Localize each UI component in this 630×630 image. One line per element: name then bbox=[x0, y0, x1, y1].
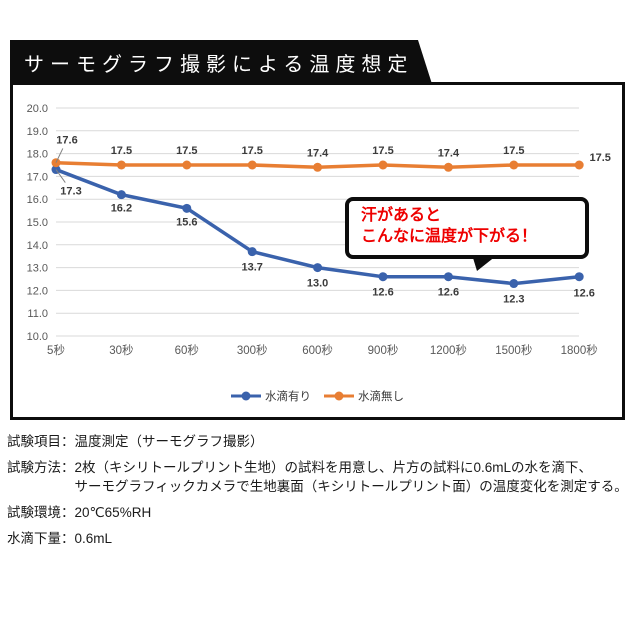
svg-text:30秒: 30秒 bbox=[109, 343, 133, 357]
data-point bbox=[116, 160, 126, 170]
data-label: 17.5 bbox=[111, 145, 132, 157]
svg-text:14.0: 14.0 bbox=[27, 240, 48, 252]
svg-text:19.0: 19.0 bbox=[27, 126, 48, 138]
series-1 bbox=[51, 158, 584, 172]
data-point bbox=[247, 160, 257, 170]
svg-text:1800秒: 1800秒 bbox=[561, 343, 598, 357]
info-method-line-2: サーモグラフィックカメラで生地裏面（キシリトールプリント面）の温度変化を測定する… bbox=[74, 479, 628, 494]
data-point bbox=[574, 272, 584, 282]
title-banner: サーモグラフ撮影による温度想定 bbox=[10, 40, 432, 84]
svg-text:900秒: 900秒 bbox=[368, 343, 399, 357]
legend-dot bbox=[241, 391, 251, 401]
legend-label: 水滴有り bbox=[265, 389, 311, 403]
data-point bbox=[247, 247, 257, 257]
info-value: 温度測定（サーモグラフ撮影） bbox=[74, 434, 264, 449]
info-row-drop-amount: 水滴下量： 0.6mL bbox=[7, 529, 625, 548]
svg-text:5秒: 5秒 bbox=[47, 343, 65, 357]
data-label: 17.5 bbox=[503, 145, 524, 157]
data-point bbox=[182, 203, 192, 213]
page-title: サーモグラフ撮影による温度想定 bbox=[24, 53, 414, 76]
data-labels-0: 17.3 16.2 15.6 13.7 13.0 12.6 12.6 12.3 12.6 bbox=[60, 186, 595, 306]
info-value: 2枚（キシリトールプリント生地）の試料を用意し、片方の試料に0.6mLの水を滴下… bbox=[75, 458, 628, 496]
data-point bbox=[313, 162, 323, 172]
info-row-method: 試験方法： 2枚（キシリトールプリント生地）の試料を用意し、片方の試料に0.6m… bbox=[7, 458, 628, 496]
info-label: 試験方法： bbox=[7, 460, 75, 475]
svg-text:20.0: 20.0 bbox=[27, 103, 48, 115]
data-label: 12.6 bbox=[438, 287, 459, 299]
info-row-item: 試験項目： 温度測定（サーモグラフ撮影） bbox=[7, 432, 625, 451]
test-conditions: 試験項目： 温度測定（サーモグラフ撮影） 試験方法： 2枚（キシリトールプリント… bbox=[7, 432, 628, 555]
data-label: 17.5 bbox=[372, 145, 393, 157]
info-label: 試験項目： bbox=[7, 434, 75, 449]
y-axis-ticks: 10.0 11.0 12.0 13.0 14.0 15.0 16.0 17.0 18.0 19.0… bbox=[27, 103, 48, 343]
label-leader-line bbox=[55, 169, 66, 183]
svg-text:10.0: 10.0 bbox=[27, 331, 48, 343]
svg-text:12.0: 12.0 bbox=[27, 285, 48, 297]
svg-text:1500秒: 1500秒 bbox=[495, 343, 532, 357]
data-point bbox=[509, 160, 519, 170]
svg-text:16.0: 16.0 bbox=[27, 194, 48, 206]
temperature-line-chart: 10.0 11.0 12.0 13.0 14.0 15.0 16.0 17.0 18.0 19.0… bbox=[27, 103, 611, 403]
data-label: 17.4 bbox=[438, 147, 460, 159]
legend: 水滴有り 水滴無し bbox=[231, 389, 404, 403]
svg-text:300秒: 300秒 bbox=[237, 343, 268, 357]
callout-line-2: こんなに温度が下がる！ bbox=[361, 228, 538, 245]
data-label: 12.6 bbox=[573, 288, 594, 300]
svg-text:1200秒: 1200秒 bbox=[430, 343, 467, 357]
x-axis-labels: 5秒 30秒 60秒 300秒 600秒 900秒 1200秒 1500秒 1800秒 bbox=[47, 343, 598, 357]
data-point bbox=[313, 263, 323, 273]
svg-text:11.0: 11.0 bbox=[27, 308, 48, 320]
data-label: 15.6 bbox=[176, 216, 197, 228]
info-value: 0.6mL bbox=[74, 531, 113, 546]
data-label: 17.5 bbox=[176, 145, 197, 157]
svg-text:600秒: 600秒 bbox=[302, 343, 333, 357]
svg-text:17.0: 17.0 bbox=[27, 171, 48, 183]
svg-text:13.0: 13.0 bbox=[27, 263, 48, 275]
data-label: 17.6 bbox=[56, 135, 77, 147]
label-leader-line bbox=[55, 148, 64, 163]
data-label: 17.5 bbox=[241, 145, 262, 157]
callout-line-1: 汗があると bbox=[361, 207, 442, 224]
info-row-environment: 試験環境： 20℃65%RH bbox=[7, 503, 625, 522]
data-label: 13.0 bbox=[307, 278, 328, 290]
data-point bbox=[116, 190, 126, 200]
data-point bbox=[378, 272, 388, 282]
data-point bbox=[443, 272, 453, 282]
data-label: 17.5 bbox=[589, 152, 610, 164]
data-point bbox=[443, 162, 453, 172]
info-method-line-1: 2枚（キシリトールプリント生地）の試料を用意し、片方の試料に0.6mLの水を滴下… bbox=[74, 460, 593, 475]
info-value: 20℃65%RH bbox=[74, 505, 152, 520]
data-point bbox=[509, 279, 519, 289]
data-label: 17.3 bbox=[60, 186, 81, 198]
svg-text:60秒: 60秒 bbox=[175, 343, 199, 357]
data-label: 12.3 bbox=[503, 294, 524, 306]
data-labels-1: 17.6 17.5 17.5 17.5 17.4 17.5 17.4 17.5 17.5 bbox=[56, 135, 611, 164]
chart-panel: 10.0 11.0 12.0 13.0 14.0 15.0 16.0 17.0 18.0 19.0… bbox=[10, 82, 625, 420]
data-point bbox=[378, 160, 388, 170]
data-point bbox=[574, 160, 584, 170]
svg-text:15.0: 15.0 bbox=[27, 217, 48, 229]
legend-dot bbox=[334, 391, 344, 401]
data-label: 17.4 bbox=[307, 147, 329, 159]
info-label: 試験環境： bbox=[7, 505, 75, 520]
data-label: 12.6 bbox=[372, 287, 393, 299]
annotation-callout: 汗があると こんなに温度が下がる！ bbox=[345, 197, 589, 259]
series-0 bbox=[51, 165, 584, 289]
data-label: 13.7 bbox=[241, 262, 262, 274]
info-label: 水滴下量： bbox=[7, 531, 75, 546]
data-point bbox=[182, 160, 192, 170]
data-label: 16.2 bbox=[111, 203, 132, 215]
legend-label: 水滴無し bbox=[358, 389, 404, 403]
svg-text:18.0: 18.0 bbox=[27, 149, 48, 161]
